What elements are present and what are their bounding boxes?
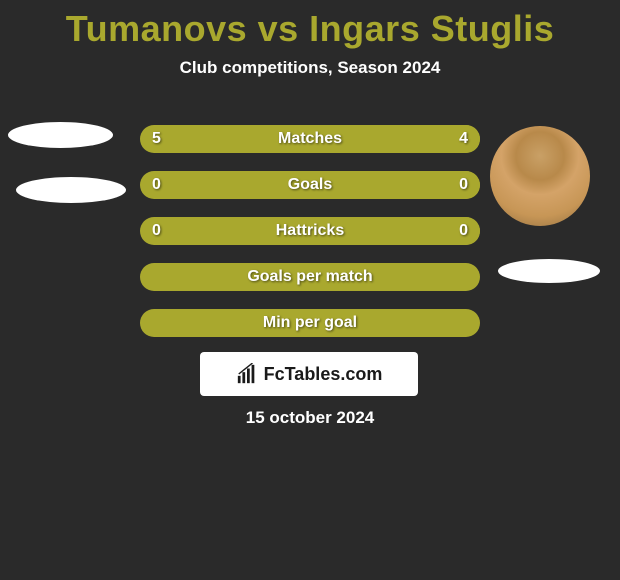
subtitle: Club competitions, Season 2024 (0, 58, 620, 78)
player-left-avatar-1 (8, 122, 113, 148)
stat-bar-label: Goals (140, 176, 480, 194)
player-left-avatar-2 (16, 177, 126, 203)
chart-icon (236, 363, 258, 385)
comparison-bars: Matches54Goals00Hattricks00Goals per mat… (140, 125, 480, 355)
stat-bar: Goals0 0 (140, 171, 480, 199)
page-title: Tumanovs vs Ingars Stuglis (0, 0, 620, 50)
stat-bar-label: Min per goal (140, 314, 480, 332)
stat-bar-label: Goals per match (140, 268, 480, 286)
stat-bar-right-value: 4 (459, 130, 468, 148)
stat-bar-label: Hattricks (140, 222, 480, 240)
stat-bar-left-value: 0 (152, 176, 161, 194)
source-logo: FcTables.com (200, 352, 418, 396)
stat-bar: Goals per match (140, 263, 480, 291)
stat-bar-left-value: 0 (152, 222, 161, 240)
stat-bar: Hattricks0 0 (140, 217, 480, 245)
stat-bar-right-value: 0 (459, 222, 468, 240)
player-right-avatar (490, 126, 590, 226)
stat-bar-label: Matches (140, 130, 480, 148)
stat-bar: Matches5 4 (140, 125, 480, 153)
stat-bar-left-value: 5 (152, 130, 161, 148)
player-right-badge (498, 259, 600, 283)
date-label: 15 october 2024 (0, 408, 620, 428)
stat-bar-right-value: 0 (459, 176, 468, 194)
stat-bar: Min per goal (140, 309, 480, 337)
source-logo-text: FcTables.com (264, 364, 383, 385)
